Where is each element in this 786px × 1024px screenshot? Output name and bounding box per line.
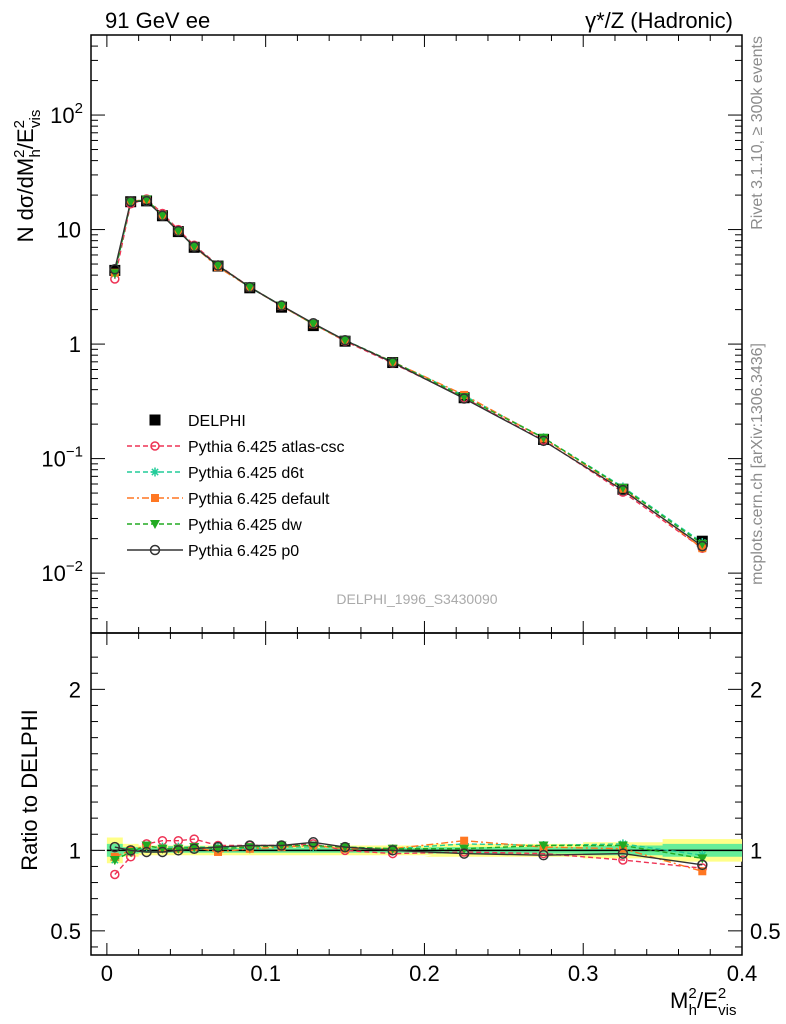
main-marker-p0	[109, 264, 121, 275]
main-marker-p0	[308, 318, 319, 329]
ratio-marker-dw	[157, 844, 168, 854]
ratio-y-tick-label: 2	[69, 677, 81, 702]
ratio-marker-dw	[109, 856, 120, 866]
ratio-line-dw	[114, 844, 703, 861]
main-marker-dw	[244, 283, 255, 293]
main-marker-p0	[173, 225, 184, 237]
legend-marker-default	[151, 494, 159, 502]
x-tick-label: 0	[101, 961, 113, 986]
ratio-marker-p0	[244, 840, 256, 851]
y-tick-label: 10−2	[41, 558, 83, 586]
process-title: γ*/Z (Hadronic)	[585, 8, 733, 33]
ratio-marker-p0	[276, 840, 287, 851]
ratio-marker-p0	[538, 849, 549, 861]
ratio-y-tick-label-right: 0.5	[750, 919, 781, 944]
legend: DELPHI Pythia 6.425 atlas-csc Pythia 6.425…	[127, 413, 345, 560]
y-tick-label: 10−1	[41, 444, 83, 472]
y-tick-label: 10	[57, 218, 81, 243]
main-marker-p0	[538, 435, 549, 447]
ratio-line-p0	[114, 841, 703, 866]
ratio-marker-p0	[617, 848, 629, 859]
legend-marker-p0	[149, 544, 161, 556]
legend-label-dw: Pythia 6.425 dw	[188, 517, 302, 534]
ratio-marker-atlas_csc	[110, 869, 120, 880]
ratio-marker-dw	[308, 841, 319, 851]
y-tick-label: 102	[50, 100, 83, 128]
main-y-axis-label: N dσ/dM2h/E2vis	[11, 110, 44, 243]
main-marker-dw	[340, 336, 351, 346]
main-marker-dw	[213, 261, 224, 271]
legend-label-atlas_csc: Pythia 6.425 atlas-csc	[188, 439, 345, 456]
ratio-frame	[90, 632, 743, 956]
ratio-marker-dw	[697, 854, 708, 864]
ratio-marker-p0	[173, 845, 184, 856]
legend-marker-data	[149, 414, 161, 426]
ratio-marker-p0	[157, 846, 168, 858]
x-tick-label: 0.2	[409, 961, 440, 986]
ratio-marker-default	[698, 867, 707, 876]
legend-label-d6t: Pythia 6.425 d6t	[188, 465, 304, 482]
main-marker-p0	[188, 241, 200, 252]
ratio-marker-p0	[387, 845, 398, 856]
main-marker-p0	[157, 210, 168, 222]
ratio-marker-p0	[458, 848, 470, 859]
main-marker-p0	[387, 357, 398, 368]
main-marker-dw	[157, 211, 168, 221]
main-marker-p0	[697, 540, 708, 552]
legend-marker-d6t	[150, 467, 160, 477]
x-tick-label: 0.1	[250, 961, 281, 986]
main-marker-p0	[244, 281, 256, 293]
main-marker-dw	[538, 433, 549, 443]
main-marker-dw	[387, 357, 398, 367]
main-marker-p0	[458, 393, 470, 404]
y-tick-label: 1	[69, 332, 81, 357]
ratio-marker-dw	[538, 841, 549, 851]
ratio-marker-p0	[212, 841, 224, 853]
main-plot-panel: 10−2 10−1 1 10 102	[41, 34, 743, 634]
main-marker-dw	[125, 198, 136, 208]
ratio-marker-p0	[141, 846, 152, 858]
ratio-y-tick-label: 1	[69, 838, 81, 863]
main-marker-p0	[276, 300, 287, 311]
ratio-marker-dw	[617, 841, 628, 851]
ratio-marker-p0	[109, 841, 121, 853]
x-axis-label: M2 h/E2 vis	[670, 985, 737, 1019]
ratio-marker-dw	[141, 841, 152, 851]
legend-label-default: Pythia 6.425 default	[188, 491, 330, 508]
ratio-marker-p0	[308, 837, 319, 848]
main-marker-dw	[189, 242, 200, 252]
main-marker-dw	[276, 301, 287, 311]
ratio-marker-p0	[125, 845, 136, 856]
ratio-y-tick-label-right: 1	[750, 838, 762, 863]
main-line-p0	[114, 200, 703, 547]
main-marker-p0	[617, 484, 629, 496]
x-tick-label: 0.3	[568, 961, 599, 986]
energy-title: 91 GeV ee	[105, 8, 210, 33]
legend-marker-dw	[150, 520, 160, 529]
ratio-marker-p0	[339, 841, 351, 853]
main-marker-p0	[141, 195, 152, 207]
ratio-y-tick-label: 0.5	[50, 919, 81, 944]
legend-marker-atlas_csc	[150, 441, 160, 451]
main-marker-p0	[125, 196, 136, 207]
legend-label-data: DELPHI	[188, 413, 246, 430]
mcplots-caption: mcplots.cern.ch [arXiv:1306.3436]	[749, 343, 766, 585]
ratio-y-tick-label-right: 2	[750, 677, 762, 702]
ratio-y-axis-label: Ratio to DELPHI	[17, 709, 42, 870]
main-marker-p0	[339, 335, 351, 346]
ratio-marker-p0	[697, 859, 708, 871]
ratio-plot-panel: 0 0.1 0.2 0.3 0.4 0.5 0.5 1 1 2 2	[50, 632, 781, 986]
ratio-marker-p0	[188, 843, 200, 854]
ratio-marker-default	[460, 836, 469, 845]
ratio-marker-atlas_csc	[618, 855, 628, 865]
analysis-watermark: DELPHI_1996_S3430090	[336, 591, 497, 607]
main-marker-dw	[173, 227, 184, 237]
x-tick-label: 0.4	[727, 961, 758, 986]
main-marker-p0	[212, 260, 224, 271]
rivet-caption: Rivet 3.1.10, ≥ 300k events	[749, 36, 766, 230]
legend-label-p0: Pythia 6.425 p0	[188, 543, 299, 560]
main-marker-dw	[308, 319, 319, 329]
